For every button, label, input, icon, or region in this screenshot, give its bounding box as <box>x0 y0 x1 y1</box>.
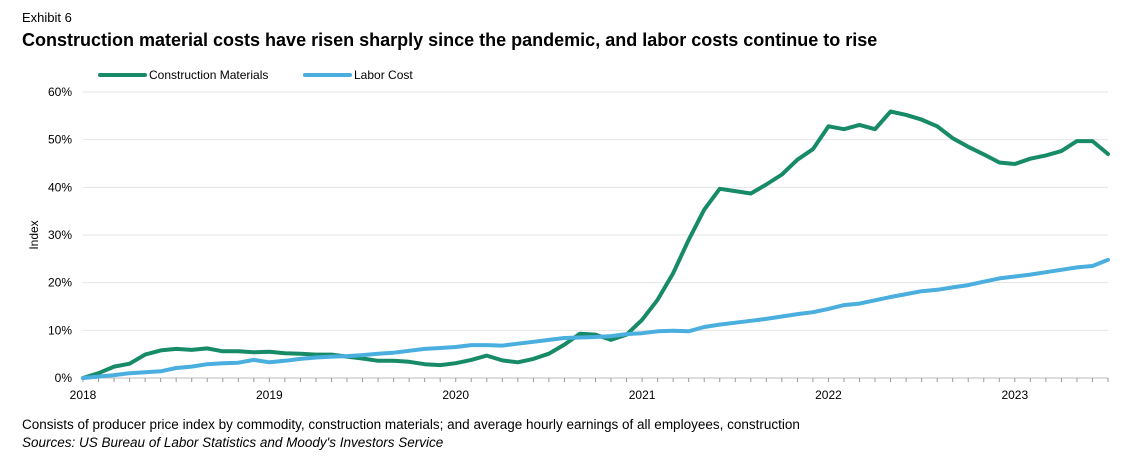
series-line-construction-materials <box>81 109 1110 380</box>
y-axis-label: Index <box>27 220 41 249</box>
y-tick-label: 20% <box>48 276 72 290</box>
legend: Construction Materials Labor Cost <box>98 68 413 82</box>
y-tick-label: 10% <box>48 323 72 337</box>
gridlines <box>83 91 1108 331</box>
y-tick-label: 0% <box>55 371 73 385</box>
y-tick-label: 40% <box>48 180 72 194</box>
x-tick-label: 2018 <box>70 388 97 402</box>
y-tick-label: 30% <box>48 228 72 242</box>
x-tick-label: 2021 <box>629 388 656 402</box>
y-axis-ticks: 0% 10% 20% 30% 40% 50% 60% <box>48 85 72 385</box>
series-line-labor-cost <box>81 257 1110 380</box>
y-tick-label: 50% <box>48 133 72 147</box>
x-tick-label: 2023 <box>1001 388 1028 402</box>
legend-label: Construction Materials <box>149 68 268 82</box>
exhibit-label: Exhibit 6 <box>22 10 72 25</box>
series-lines <box>81 109 1110 380</box>
x-axis: 2018 2019 2020 2021 2022 2023 <box>70 377 1109 402</box>
chart-title: Construction material costs have risen s… <box>22 30 878 50</box>
footnote: Consists of producer price index by comm… <box>22 417 800 432</box>
legend-label: Labor Cost <box>354 68 413 82</box>
x-tick-label: 2020 <box>442 388 469 402</box>
sources: Sources: US Bureau of Labor Statistics a… <box>22 435 444 450</box>
y-tick-label: 60% <box>48 85 72 99</box>
x-tick-label: 2022 <box>815 388 842 402</box>
x-tick-label: 2019 <box>256 388 283 402</box>
